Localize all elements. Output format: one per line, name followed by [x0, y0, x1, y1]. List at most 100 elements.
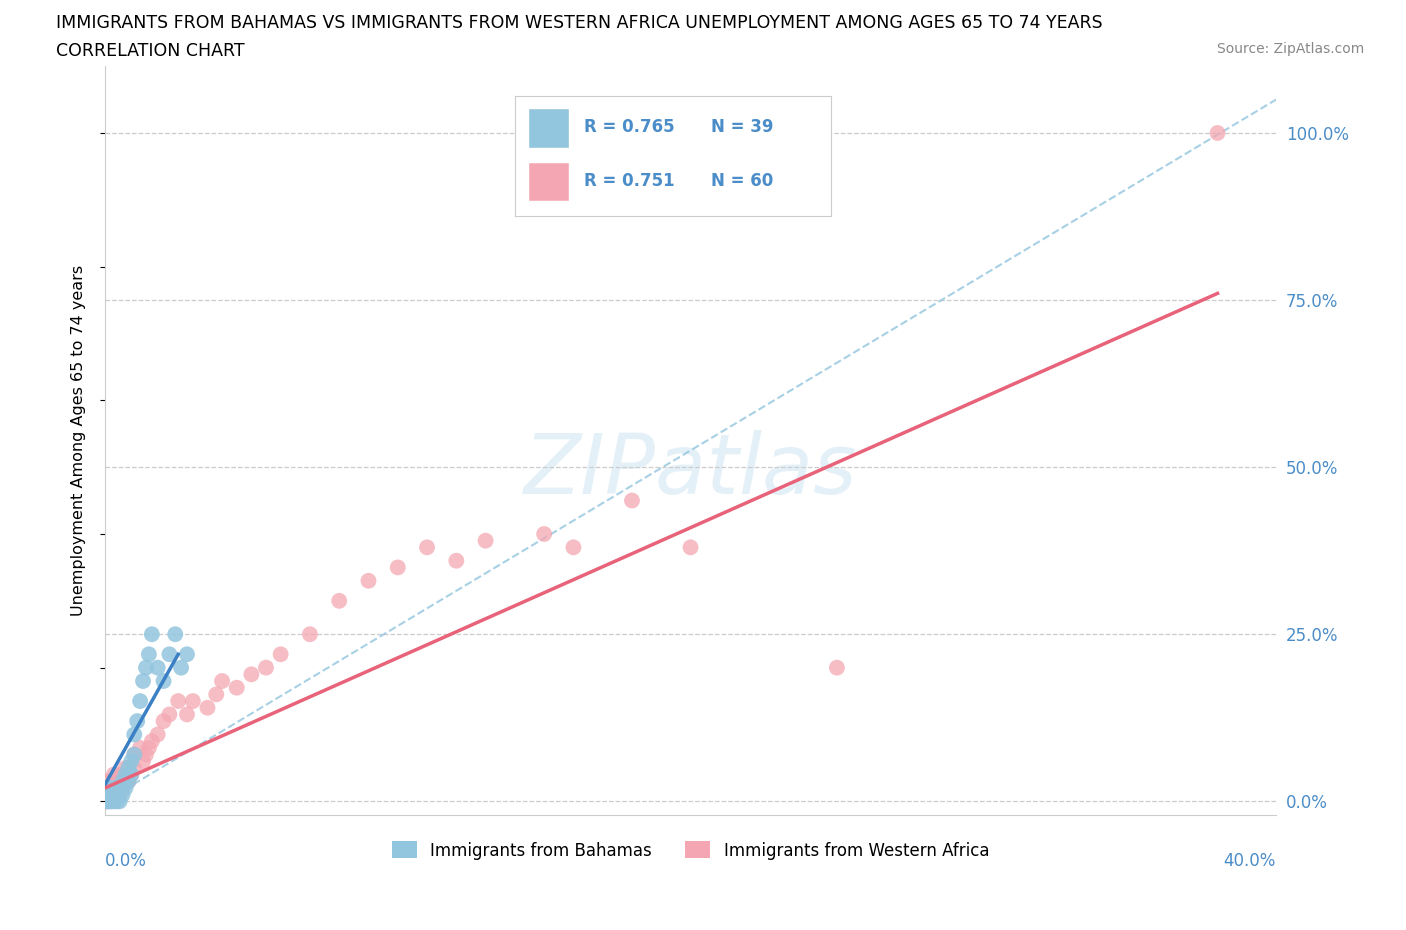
- Point: [679, 540, 702, 555]
- Point: [387, 560, 409, 575]
- Point: [122, 761, 145, 776]
- Text: Source: ZipAtlas.com: Source: ZipAtlas.com: [1216, 42, 1364, 56]
- Legend: Immigrants from Bahamas, Immigrants from Western Africa: Immigrants from Bahamas, Immigrants from…: [385, 835, 995, 866]
- Point: [100, 794, 122, 809]
- Point: [97, 787, 120, 802]
- Point: [97, 787, 120, 802]
- Point: [132, 754, 155, 769]
- Point: [446, 553, 468, 568]
- Point: [225, 680, 247, 695]
- Point: [138, 740, 160, 755]
- Point: [129, 694, 152, 709]
- Point: [122, 747, 145, 762]
- Point: [100, 794, 122, 809]
- Point: [94, 794, 117, 809]
- Point: [129, 740, 152, 755]
- Point: [170, 660, 193, 675]
- Point: [474, 533, 496, 548]
- Point: [298, 627, 321, 642]
- Point: [103, 780, 125, 795]
- Point: [94, 794, 117, 809]
- Point: [152, 713, 174, 728]
- Point: [103, 787, 125, 802]
- Point: [132, 673, 155, 688]
- Point: [141, 734, 163, 749]
- Point: [103, 780, 125, 795]
- Point: [111, 774, 134, 789]
- Text: 40.0%: 40.0%: [1223, 852, 1277, 870]
- Point: [94, 780, 117, 795]
- Point: [111, 780, 134, 795]
- Point: [105, 774, 128, 789]
- Point: [240, 667, 263, 682]
- Point: [105, 787, 128, 802]
- Point: [117, 761, 139, 776]
- Point: [157, 707, 180, 722]
- Point: [416, 540, 439, 555]
- Point: [94, 787, 117, 802]
- Point: [1206, 126, 1229, 140]
- Text: IMMIGRANTS FROM BAHAMAS VS IMMIGRANTS FROM WESTERN AFRICA UNEMPLOYMENT AMONG AGE: IMMIGRANTS FROM BAHAMAS VS IMMIGRANTS FR…: [56, 14, 1102, 32]
- Point: [97, 780, 120, 795]
- Point: [135, 660, 157, 675]
- Point: [562, 540, 585, 555]
- Point: [146, 727, 169, 742]
- Point: [141, 627, 163, 642]
- Point: [138, 647, 160, 662]
- Point: [117, 774, 139, 789]
- Text: 0.0%: 0.0%: [105, 852, 146, 870]
- Point: [176, 647, 198, 662]
- Point: [114, 774, 136, 789]
- Point: [103, 787, 125, 802]
- Point: [270, 647, 292, 662]
- Point: [135, 747, 157, 762]
- Point: [122, 747, 145, 762]
- Point: [120, 767, 142, 782]
- Point: [146, 660, 169, 675]
- Point: [103, 767, 125, 782]
- Point: [100, 787, 122, 802]
- Point: [97, 794, 120, 809]
- Point: [111, 767, 134, 782]
- Point: [328, 593, 350, 608]
- Point: [114, 767, 136, 782]
- Point: [103, 794, 125, 809]
- Point: [117, 774, 139, 789]
- Point: [357, 573, 380, 588]
- Point: [152, 673, 174, 688]
- Point: [620, 493, 643, 508]
- Point: [94, 787, 117, 802]
- Point: [108, 794, 131, 809]
- Point: [94, 774, 117, 789]
- Point: [825, 660, 848, 675]
- Point: [108, 787, 131, 802]
- Point: [205, 687, 228, 702]
- Point: [111, 787, 134, 802]
- Point: [533, 526, 555, 541]
- Point: [197, 700, 219, 715]
- Point: [120, 754, 142, 769]
- Point: [105, 780, 128, 795]
- Point: [181, 694, 204, 709]
- Point: [211, 673, 233, 688]
- Point: [100, 787, 122, 802]
- Point: [176, 707, 198, 722]
- Point: [165, 627, 187, 642]
- Point: [122, 727, 145, 742]
- Point: [108, 780, 131, 795]
- Text: CORRELATION CHART: CORRELATION CHART: [56, 42, 245, 60]
- Point: [97, 780, 120, 795]
- Point: [117, 761, 139, 776]
- Point: [97, 774, 120, 789]
- Point: [108, 767, 131, 782]
- Point: [94, 794, 117, 809]
- Point: [127, 713, 149, 728]
- Point: [105, 794, 128, 809]
- Point: [105, 787, 128, 802]
- Point: [157, 647, 180, 662]
- Point: [97, 794, 120, 809]
- Point: [114, 761, 136, 776]
- Point: [254, 660, 277, 675]
- Point: [108, 780, 131, 795]
- Point: [114, 780, 136, 795]
